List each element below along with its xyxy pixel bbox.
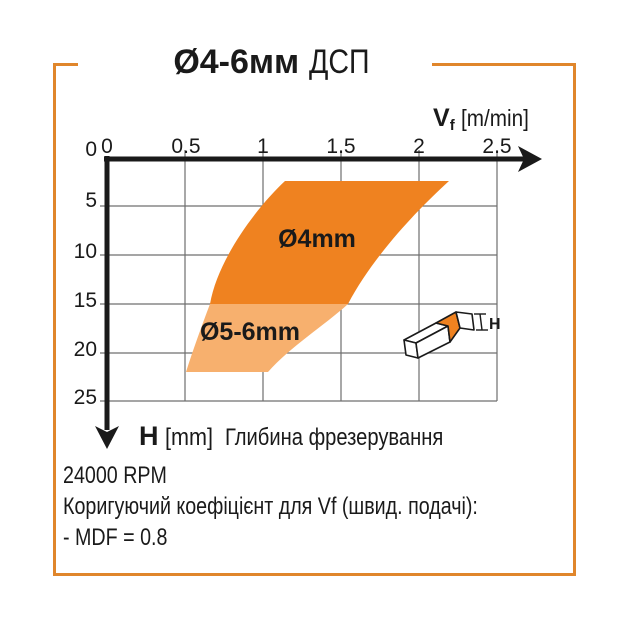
x-tick-label: 2: [413, 135, 425, 158]
note-rpm: 24000 RPM: [63, 462, 167, 489]
y-axis-caption: H [mm] Глибина фрезерування: [139, 421, 485, 453]
y-axis-caption-text: Глибина фрезерування: [225, 424, 444, 451]
frame-right-segment: [573, 63, 576, 576]
x-axis-unit: [m/min]: [461, 105, 529, 131]
icon-ref-block: [455, 311, 475, 331]
frame-left-segment: [53, 63, 56, 576]
icon-cut-face: [435, 311, 461, 343]
frame-bottom-segment: [53, 573, 576, 576]
x-tick-label: 0: [101, 135, 113, 158]
frame-top-left-segment: [53, 63, 78, 66]
y-axis-unit: [mm]: [165, 424, 214, 451]
y-axis-arrow-icon: [95, 426, 119, 449]
milling-depth-icon: H: [403, 311, 501, 359]
title-material: ДСП: [308, 43, 370, 81]
y-tick-label: 15: [73, 289, 97, 312]
x-axis-subscript: f: [449, 117, 455, 134]
x-axis-arrow-icon: [518, 146, 542, 172]
y-tick-label: 0: [85, 138, 97, 161]
depth-dimension-label: H: [489, 316, 501, 333]
x-tick-label: 1: [257, 135, 269, 158]
y-axis-line: [95, 156, 119, 449]
title-diameter-range: Ø4-6мм: [173, 43, 300, 81]
series-label-4mm: Ø4mm: [278, 225, 356, 253]
y-tick-label: 20: [73, 338, 97, 361]
series-label-5-6mm: Ø5-6mm: [199, 318, 301, 346]
x-tick-label: 1.5: [326, 135, 356, 158]
y-tick-label: 5: [85, 189, 97, 212]
x-axis-symbol: V: [433, 104, 450, 132]
x-tick-label: 0.5: [171, 135, 201, 158]
series-band-4mm: [210, 181, 449, 304]
x-axis-line: [104, 146, 542, 172]
depth-dimension-bracket: [474, 313, 488, 331]
chart-title: Ø4-6мм ДСП: [97, 42, 457, 82]
note-correction-mdf: - MDF = 0.8: [63, 524, 168, 551]
series-band-5-6mm: [186, 304, 348, 372]
y-tick-label: 10: [73, 240, 97, 263]
frame-top-right-segment: [432, 63, 576, 66]
x-tick-label: 2.5: [482, 135, 512, 158]
x-axis-label: Vf [m/min]: [433, 103, 536, 141]
y-axis-symbol: H: [139, 421, 159, 451]
y-tick-label: 25: [73, 386, 97, 409]
note-correction-title: Коригуючий коефіцієнт для Vf (швид. пода…: [63, 493, 478, 520]
